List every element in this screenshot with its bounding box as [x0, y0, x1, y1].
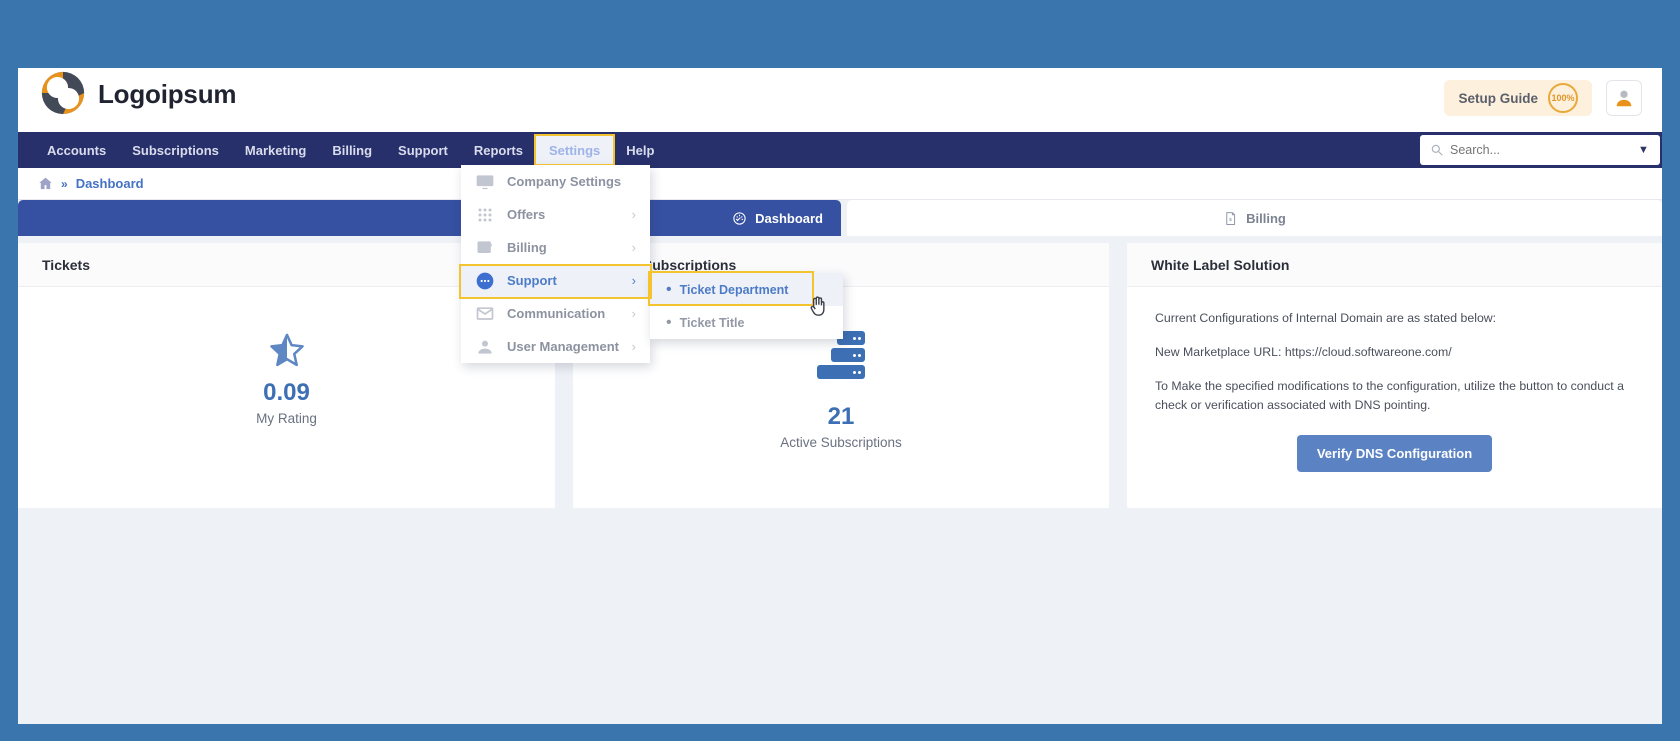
svg-text:$: $ — [1229, 217, 1232, 222]
